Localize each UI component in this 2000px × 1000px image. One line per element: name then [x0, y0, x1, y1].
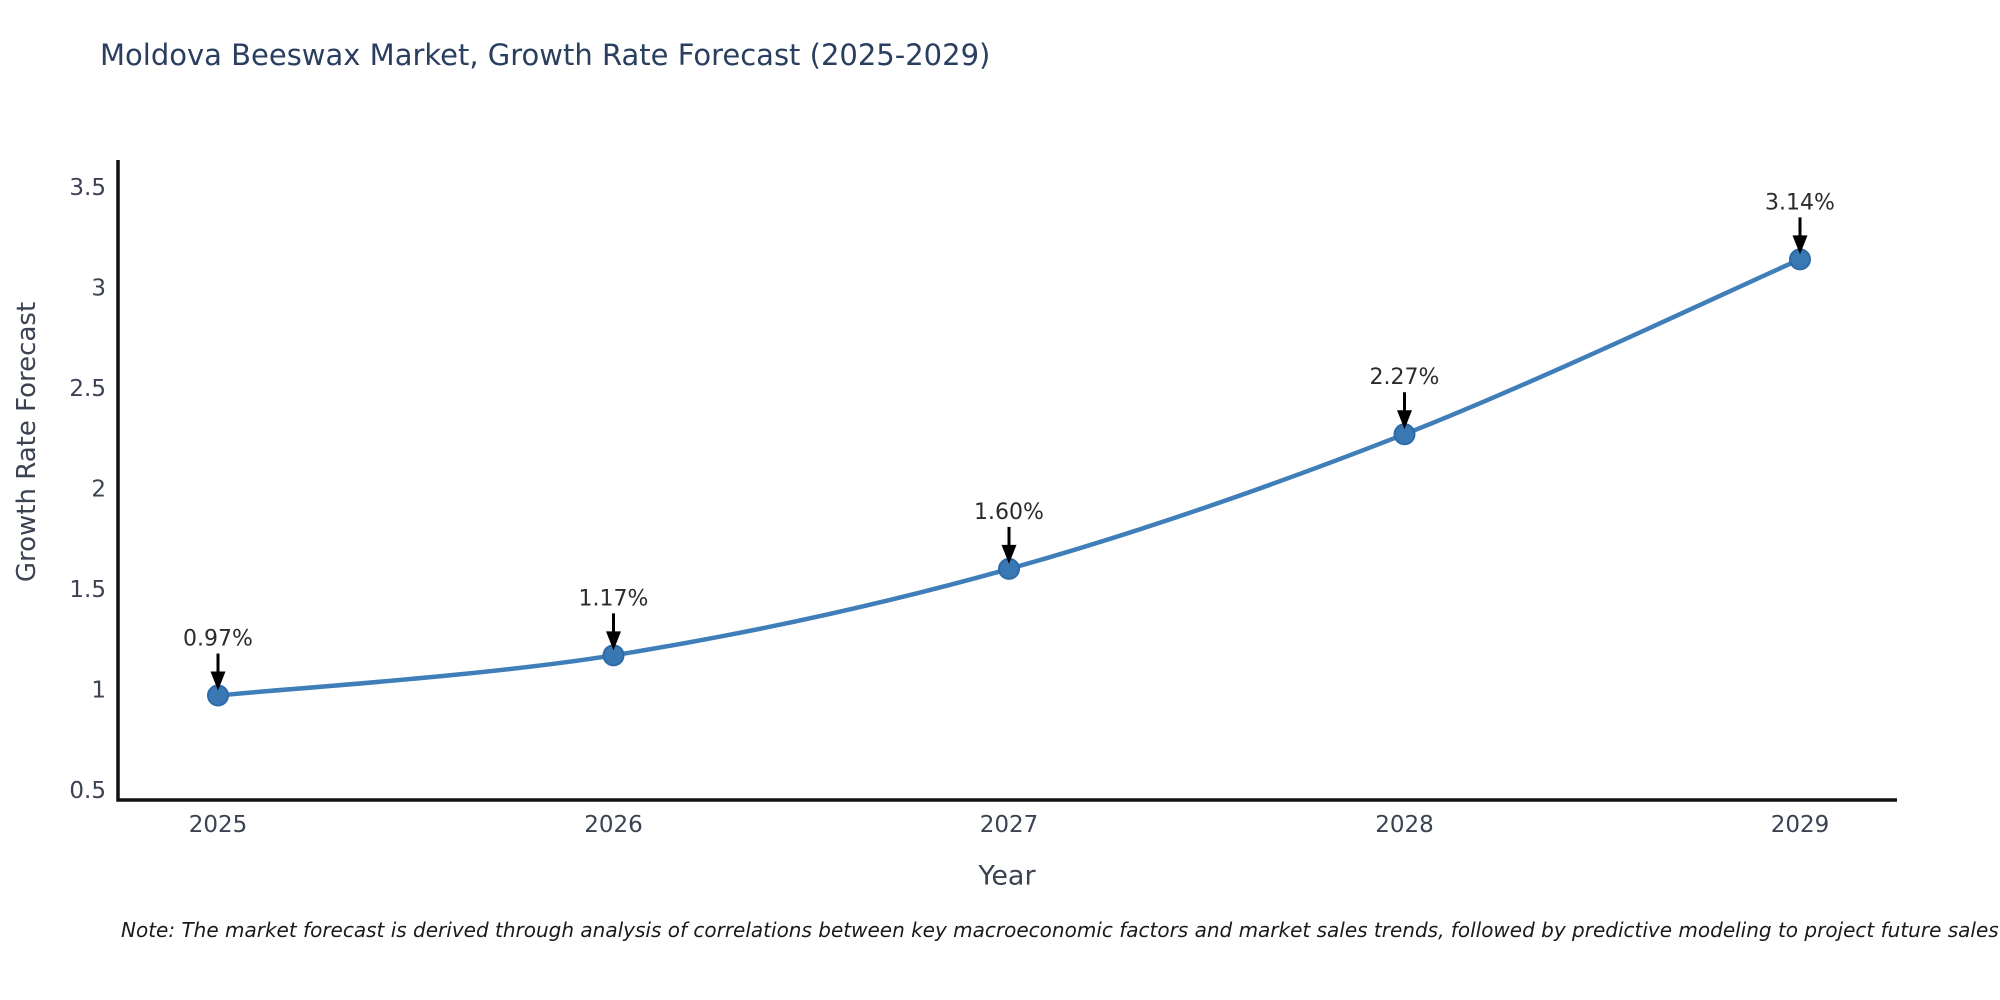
y-tick-label: 1: [91, 678, 106, 704]
x-tick-label: 2028: [1375, 812, 1434, 838]
footnote: Note: The market forecast is derived thr…: [121, 918, 1999, 942]
x-tick-label: 2029: [1771, 812, 1830, 838]
annotation-arrow-head: [1001, 544, 1017, 564]
forecast-line: [215, 257, 1803, 698]
y-tick-label: 3.5: [69, 175, 106, 201]
data-point-label: 1.60%: [974, 500, 1044, 525]
data-point-label: 1.17%: [579, 586, 649, 611]
data-point-label: 3.14%: [1765, 190, 1835, 215]
y-tick-label: 1.5: [69, 577, 106, 603]
y-tick-label: 2.5: [69, 376, 106, 402]
annotation-arrow-head: [1792, 235, 1808, 255]
x-tick-label: 2026: [584, 812, 643, 838]
annotation-arrow-head: [1397, 410, 1412, 430]
annotation-arrow-head: [606, 631, 621, 651]
x-tick-label: 2025: [189, 812, 248, 838]
annotation-arrow-head: [210, 671, 226, 691]
data-point-label: 2.27%: [1370, 365, 1440, 390]
x-tick-label: 2027: [980, 812, 1039, 838]
chart-title: Moldova Beeswax Market, Growth Rate Fore…: [100, 38, 991, 72]
data-point-label: 0.97%: [183, 627, 253, 652]
y-tick-label: 2: [91, 477, 106, 503]
y-tick-label: 3: [91, 276, 106, 302]
y-tick-label: 0.5: [69, 778, 106, 804]
x-axis-title: Year: [978, 860, 1036, 892]
axis-lines: [116, 160, 1897, 802]
